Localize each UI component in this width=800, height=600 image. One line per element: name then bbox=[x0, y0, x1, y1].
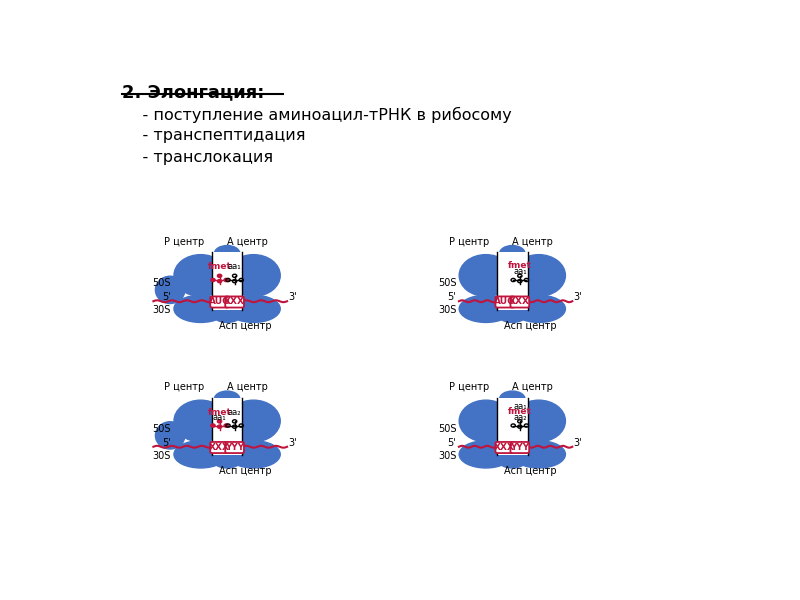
Ellipse shape bbox=[227, 400, 280, 442]
Circle shape bbox=[224, 424, 228, 427]
Text: 3': 3' bbox=[574, 292, 582, 302]
Ellipse shape bbox=[512, 254, 566, 296]
Text: 5': 5' bbox=[448, 292, 456, 302]
Text: 5': 5' bbox=[162, 438, 171, 448]
Text: Асп центр: Асп центр bbox=[504, 466, 557, 476]
Text: AUG: AUG bbox=[494, 298, 515, 307]
Text: аа₁: аа₁ bbox=[228, 262, 242, 271]
Text: fmet: fmet bbox=[208, 262, 231, 271]
Text: fmet: fmet bbox=[508, 407, 532, 416]
Ellipse shape bbox=[227, 295, 280, 322]
Text: 50S: 50S bbox=[153, 424, 171, 434]
Text: 50S: 50S bbox=[438, 424, 456, 434]
Ellipse shape bbox=[512, 400, 566, 442]
FancyBboxPatch shape bbox=[497, 252, 527, 310]
Text: 5': 5' bbox=[162, 292, 171, 302]
Text: XXX: XXX bbox=[209, 443, 230, 452]
Text: YYY: YYY bbox=[510, 443, 530, 452]
Ellipse shape bbox=[499, 456, 525, 468]
Text: Р центр: Р центр bbox=[449, 382, 490, 392]
Text: 2. Элонгация:: 2. Элонгация: bbox=[122, 83, 264, 101]
Ellipse shape bbox=[459, 295, 513, 322]
Ellipse shape bbox=[155, 422, 185, 449]
FancyBboxPatch shape bbox=[510, 442, 529, 453]
Text: Асп центр: Асп центр bbox=[218, 466, 271, 476]
Text: 5': 5' bbox=[448, 438, 456, 448]
Text: аа₂: аа₂ bbox=[513, 413, 526, 422]
Text: А центр: А центр bbox=[227, 236, 268, 247]
Ellipse shape bbox=[227, 440, 280, 468]
FancyBboxPatch shape bbox=[226, 442, 244, 453]
Text: fmet: fmet bbox=[508, 261, 532, 270]
Ellipse shape bbox=[227, 254, 280, 296]
Ellipse shape bbox=[499, 245, 525, 262]
FancyBboxPatch shape bbox=[210, 296, 229, 308]
Text: Асп центр: Асп центр bbox=[504, 321, 557, 331]
Text: 3': 3' bbox=[288, 292, 297, 302]
Ellipse shape bbox=[499, 391, 525, 407]
Circle shape bbox=[218, 280, 222, 283]
Ellipse shape bbox=[512, 440, 566, 468]
Text: 30S: 30S bbox=[153, 305, 171, 316]
Ellipse shape bbox=[174, 440, 227, 468]
Text: 30S: 30S bbox=[438, 451, 456, 461]
Text: 50S: 50S bbox=[438, 278, 456, 288]
FancyBboxPatch shape bbox=[497, 398, 527, 455]
Circle shape bbox=[218, 274, 222, 277]
Ellipse shape bbox=[214, 456, 240, 468]
Text: 30S: 30S bbox=[438, 305, 456, 316]
Circle shape bbox=[211, 424, 215, 427]
Text: аа₁: аа₁ bbox=[513, 267, 526, 276]
FancyBboxPatch shape bbox=[210, 442, 229, 453]
Text: YYY: YYY bbox=[225, 443, 244, 452]
Text: XXX: XXX bbox=[494, 443, 515, 452]
FancyBboxPatch shape bbox=[510, 296, 529, 308]
FancyBboxPatch shape bbox=[226, 296, 244, 308]
Text: - транслокация: - транслокация bbox=[122, 150, 273, 165]
Ellipse shape bbox=[459, 254, 513, 296]
Text: А центр: А центр bbox=[227, 382, 268, 392]
Text: аа₁: аа₁ bbox=[213, 413, 226, 422]
Ellipse shape bbox=[214, 310, 240, 322]
Text: XXX: XXX bbox=[224, 298, 245, 307]
Ellipse shape bbox=[214, 391, 240, 407]
Text: 50S: 50S bbox=[153, 278, 171, 288]
Text: аа₁: аа₁ bbox=[513, 402, 526, 411]
FancyBboxPatch shape bbox=[495, 296, 514, 308]
Ellipse shape bbox=[174, 295, 227, 322]
Text: 3': 3' bbox=[574, 438, 582, 448]
Circle shape bbox=[218, 425, 222, 428]
Text: XXX: XXX bbox=[510, 298, 530, 307]
Ellipse shape bbox=[512, 295, 566, 322]
Text: AUG: AUG bbox=[209, 298, 230, 307]
Ellipse shape bbox=[459, 440, 513, 468]
FancyBboxPatch shape bbox=[212, 252, 242, 310]
FancyBboxPatch shape bbox=[495, 442, 514, 453]
Text: аа₂: аа₂ bbox=[228, 408, 242, 417]
Ellipse shape bbox=[214, 245, 240, 262]
Text: Асп центр: Асп центр bbox=[218, 321, 271, 331]
Text: Р центр: Р центр bbox=[164, 382, 204, 392]
Circle shape bbox=[211, 278, 215, 281]
Circle shape bbox=[224, 278, 228, 281]
Ellipse shape bbox=[499, 310, 525, 322]
Text: 3': 3' bbox=[288, 438, 297, 448]
Text: Р центр: Р центр bbox=[449, 236, 490, 247]
Ellipse shape bbox=[459, 400, 513, 442]
Ellipse shape bbox=[174, 254, 227, 296]
Text: - транспептидация: - транспептидация bbox=[122, 128, 306, 143]
FancyBboxPatch shape bbox=[212, 398, 242, 455]
Ellipse shape bbox=[174, 400, 227, 442]
Text: 30S: 30S bbox=[153, 451, 171, 461]
Text: А центр: А центр bbox=[512, 236, 553, 247]
Text: Р центр: Р центр bbox=[164, 236, 204, 247]
Circle shape bbox=[218, 420, 222, 423]
Text: - поступление аминоацил-тРНК в рибосому: - поступление аминоацил-тРНК в рибосому bbox=[122, 107, 511, 123]
Text: fmet: fmet bbox=[208, 408, 231, 417]
Text: А центр: А центр bbox=[512, 382, 553, 392]
Ellipse shape bbox=[155, 276, 185, 304]
